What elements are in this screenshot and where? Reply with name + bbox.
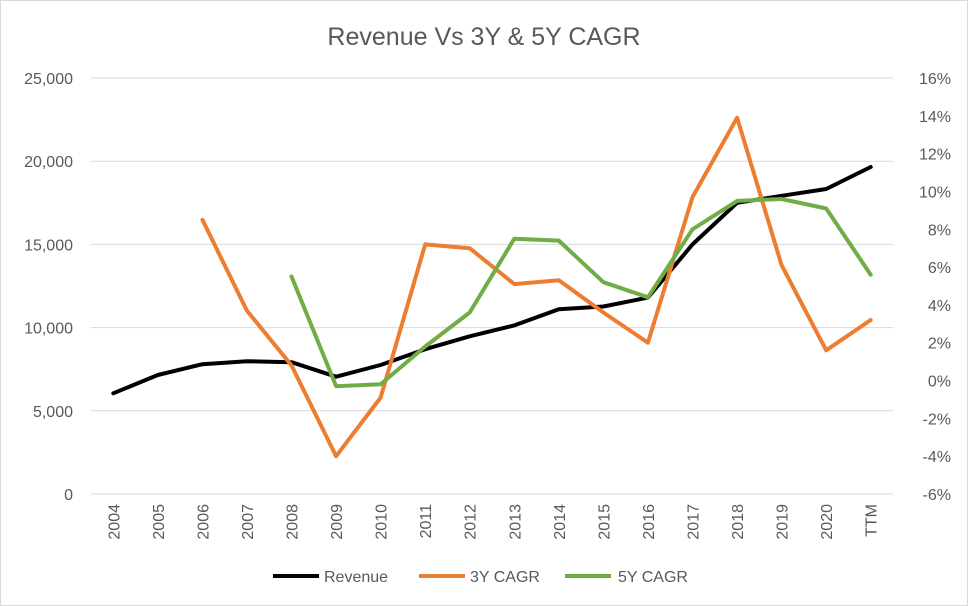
right-tick-label: -4% [923,449,951,466]
series-line-2 [200,115,873,459]
x-tick-label: 2017 [686,504,703,540]
x-tick-label: 2004 [106,504,123,540]
left-tick-label: 15,000 [24,237,73,254]
series-lines [111,115,873,459]
x-axis-ticks: 2004 2005 2006 2007 2008 2009 2010 2011 2012 2013… [106,504,880,540]
legend-label: 3Y CAGR [470,569,540,586]
left-tick-label: 10,000 [24,321,73,338]
left-tick-label: 0 [64,487,73,504]
x-tick-label: 2018 [730,504,747,540]
x-tick-label: 2015 [596,504,613,540]
x-tick-label: 2012 [463,504,480,540]
right-tick-label: 4% [928,298,951,315]
right-tick-label: 12% [919,147,951,164]
left-tick-label: 20,000 [24,154,73,171]
x-tick-label: 2009 [329,504,346,540]
right-tick-label: 10% [919,184,951,201]
right-tick-label: -6% [923,487,951,504]
x-tick-label: 2020 [819,504,836,540]
legend: Revenue 3Y CAGR 5Y CAGR [273,569,688,586]
legend-label: Revenue [324,569,388,586]
left-tick-label: 25,000 [24,71,73,88]
right-tick-label: -2% [923,411,951,428]
x-tick-label: 2010 [374,504,391,540]
left-tick-label: 5,000 [33,404,73,421]
gridlines [91,77,893,495]
x-tick-label: 2008 [285,504,302,540]
right-tick-label: 0% [928,374,951,391]
right-tick-label: 8% [928,222,951,239]
x-tick-label: 2014 [552,504,569,540]
x-tick-label: 2011 [418,504,435,539]
x-tick-label: 2013 [507,504,524,540]
x-tick-label: 2007 [240,504,257,540]
x-tick-label: 2005 [151,504,168,540]
x-tick-label: TTM [864,504,881,537]
x-tick-label: 2019 [775,504,792,540]
right-tick-label: 6% [928,260,951,277]
x-tick-label: 2006 [195,504,212,540]
right-tick-label: 16% [919,71,951,88]
left-axis-ticks: 0 5,000 10,000 15,000 20,000 25,000 [24,71,73,504]
chart-title: Revenue Vs 3Y & 5Y CAGR [327,23,640,51]
right-tick-label: 2% [928,336,951,353]
series-line-3 [289,197,873,389]
right-axis-ticks: -6% -4% -2% 0% 2% 4% 6% 8% 10% 12% 14% 16% [919,71,951,504]
legend-label: 5Y CAGR [618,569,688,586]
right-tick-label: 14% [919,109,951,126]
x-tick-label: 2016 [641,504,658,540]
